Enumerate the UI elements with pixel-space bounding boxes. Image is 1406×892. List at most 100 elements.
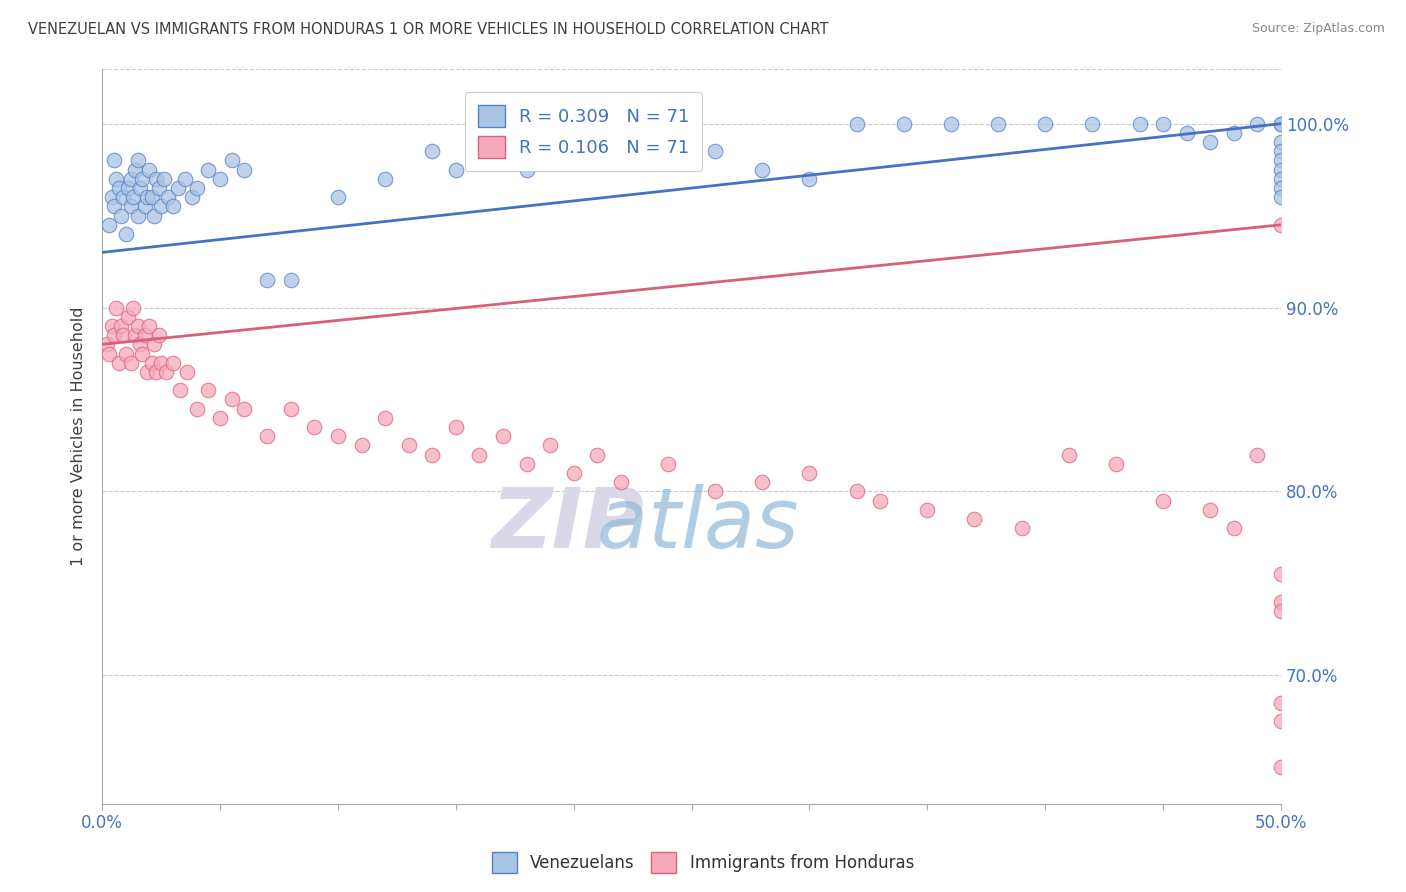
Point — [162, 356, 184, 370]
Point — [799, 466, 821, 480]
Point — [1246, 448, 1268, 462]
Point — [180, 190, 202, 204]
Point — [468, 448, 491, 462]
Point — [221, 392, 243, 407]
Point — [103, 199, 125, 213]
Point — [845, 484, 868, 499]
Point — [562, 153, 585, 168]
Point — [939, 117, 962, 131]
Point — [420, 448, 443, 462]
Point — [799, 171, 821, 186]
Point — [1270, 171, 1292, 186]
Point — [127, 318, 149, 333]
Point — [657, 117, 679, 131]
Point — [98, 218, 121, 232]
Point — [1270, 181, 1292, 195]
Point — [444, 420, 467, 434]
Point — [120, 356, 142, 370]
Point — [444, 162, 467, 177]
Point — [141, 190, 163, 204]
Point — [1223, 521, 1246, 535]
Point — [121, 301, 143, 315]
Point — [1270, 117, 1292, 131]
Point — [103, 153, 125, 168]
Legend: Venezuelans, Immigrants from Honduras: Venezuelans, Immigrants from Honduras — [485, 846, 921, 880]
Point — [1270, 162, 1292, 177]
Point — [1270, 218, 1292, 232]
Point — [280, 401, 302, 416]
Point — [232, 401, 254, 416]
Point — [1128, 117, 1150, 131]
Point — [107, 356, 129, 370]
Point — [157, 190, 180, 204]
Point — [516, 457, 538, 471]
Point — [751, 475, 773, 490]
Point — [112, 328, 135, 343]
Point — [129, 337, 152, 351]
Point — [134, 199, 156, 213]
Point — [1057, 448, 1080, 462]
Point — [987, 117, 1010, 131]
Point — [751, 162, 773, 177]
Point — [1270, 190, 1292, 204]
Point — [105, 171, 128, 186]
Point — [186, 401, 208, 416]
Point — [1270, 696, 1292, 710]
Point — [657, 457, 679, 471]
Point — [845, 117, 868, 131]
Point — [129, 181, 152, 195]
Point — [110, 209, 132, 223]
Point — [893, 117, 915, 131]
Point — [1270, 714, 1292, 729]
Point — [169, 384, 191, 398]
Point — [120, 199, 142, 213]
Point — [492, 429, 515, 443]
Point — [1033, 117, 1056, 131]
Point — [127, 153, 149, 168]
Point — [150, 199, 173, 213]
Text: ZIP: ZIP — [491, 484, 644, 565]
Point — [141, 356, 163, 370]
Point — [186, 181, 208, 195]
Point — [1105, 457, 1128, 471]
Point — [1199, 503, 1222, 517]
Point — [131, 171, 153, 186]
Point — [1175, 126, 1198, 140]
Point — [152, 171, 174, 186]
Point — [538, 438, 561, 452]
Point — [1270, 760, 1292, 774]
Point — [136, 365, 159, 379]
Point — [326, 429, 349, 443]
Point — [1152, 117, 1174, 131]
Point — [162, 199, 184, 213]
Point — [107, 181, 129, 195]
Point — [131, 346, 153, 360]
Point — [1152, 493, 1174, 508]
Point — [117, 181, 139, 195]
Point — [704, 484, 727, 499]
Y-axis label: 1 or more Vehicles in Household: 1 or more Vehicles in Household — [72, 307, 86, 566]
Point — [374, 410, 396, 425]
Point — [173, 171, 195, 186]
Point — [516, 162, 538, 177]
Point — [138, 318, 160, 333]
Point — [1270, 567, 1292, 582]
Point — [1270, 595, 1292, 609]
Point — [1270, 117, 1292, 131]
Point — [209, 410, 232, 425]
Point — [148, 328, 170, 343]
Point — [280, 273, 302, 287]
Point — [1199, 135, 1222, 149]
Point — [155, 365, 177, 379]
Point — [256, 273, 278, 287]
Point — [562, 466, 585, 480]
Point — [232, 162, 254, 177]
Point — [176, 365, 198, 379]
Point — [121, 190, 143, 204]
Point — [100, 318, 122, 333]
Point — [127, 209, 149, 223]
Point — [610, 475, 633, 490]
Text: atlas: atlas — [491, 484, 799, 565]
Text: Source: ZipAtlas.com: Source: ZipAtlas.com — [1251, 22, 1385, 36]
Point — [143, 337, 166, 351]
